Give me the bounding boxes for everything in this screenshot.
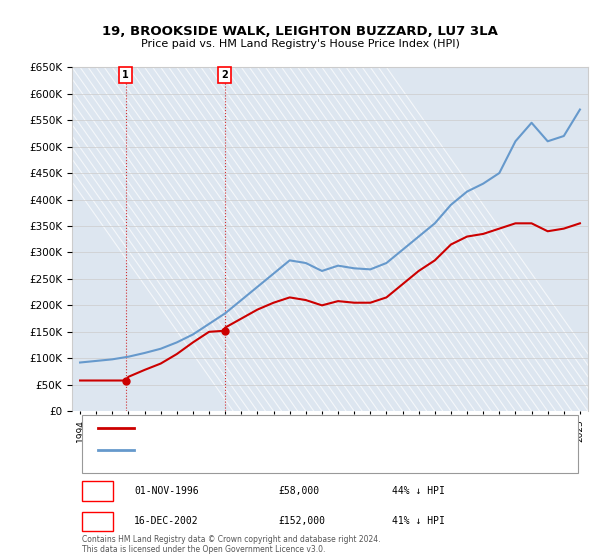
Text: 1: 1 [122,70,129,80]
Text: 19, BROOKSIDE WALK, LEIGHTON BUZZARD, LU7 3LA: 19, BROOKSIDE WALK, LEIGHTON BUZZARD, LU… [102,25,498,38]
Text: £152,000: £152,000 [278,516,325,526]
FancyBboxPatch shape [82,482,113,501]
Text: 2: 2 [221,70,228,80]
Text: 01-NOV-1996: 01-NOV-1996 [134,486,199,496]
Text: HPI: Average price, detached house, Central Bedfordshire: HPI: Average price, detached house, Cent… [144,445,406,454]
Text: £58,000: £58,000 [278,486,320,496]
FancyBboxPatch shape [82,416,578,473]
FancyBboxPatch shape [82,512,113,531]
Text: 2: 2 [95,516,101,526]
Text: 19, BROOKSIDE WALK, LEIGHTON BUZZARD, LU7 3LA (detached house): 19, BROOKSIDE WALK, LEIGHTON BUZZARD, LU… [144,423,466,432]
Text: 44% ↓ HPI: 44% ↓ HPI [392,486,445,496]
Text: 1: 1 [95,486,101,496]
Text: 41% ↓ HPI: 41% ↓ HPI [392,516,445,526]
Text: 16-DEC-2002: 16-DEC-2002 [134,516,199,526]
Text: Price paid vs. HM Land Registry's House Price Index (HPI): Price paid vs. HM Land Registry's House … [140,39,460,49]
Text: Contains HM Land Registry data © Crown copyright and database right 2024.
This d: Contains HM Land Registry data © Crown c… [82,535,381,554]
